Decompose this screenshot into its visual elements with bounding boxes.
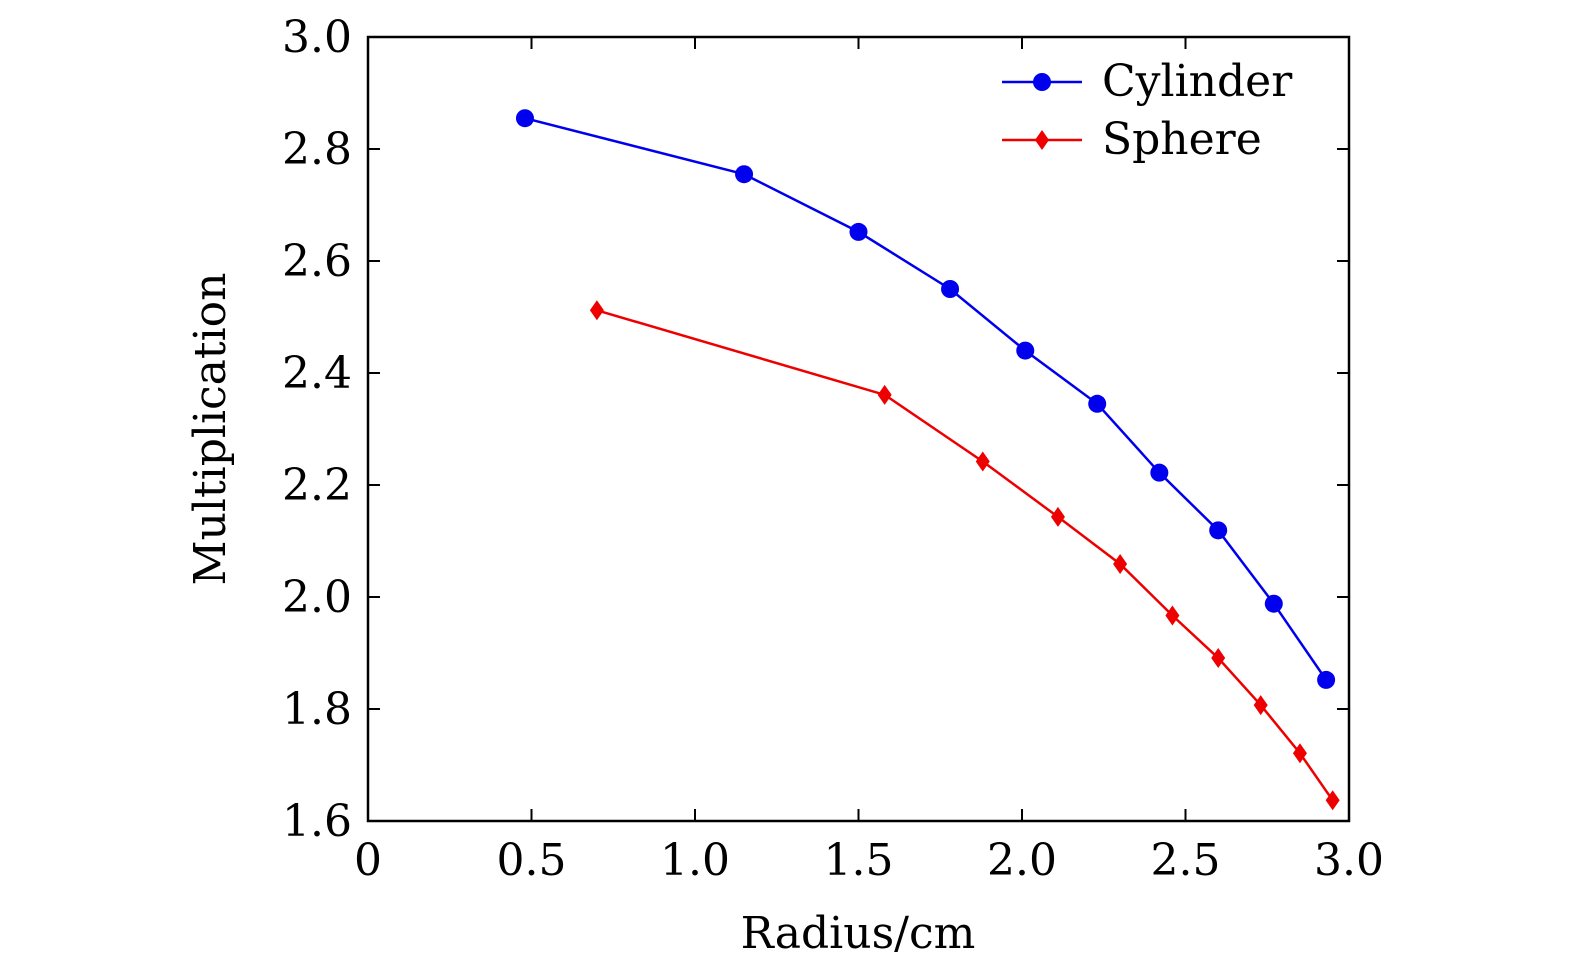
data-point-sphere	[589, 300, 604, 321]
data-point-cylinder	[1016, 341, 1035, 360]
x-tick-label: 3.0	[1314, 835, 1384, 886]
y-tick-label: 2.4	[282, 348, 352, 399]
x-tick-label: 1.0	[660, 835, 730, 886]
data-point-cylinder	[849, 222, 868, 241]
data-point-sphere	[1253, 695, 1268, 716]
y-tick-label: 2.8	[282, 124, 352, 175]
data-point-cylinder	[1088, 394, 1107, 413]
data-point-sphere	[975, 451, 990, 472]
data-point-cylinder	[735, 165, 754, 184]
y-tick-label: 1.6	[282, 796, 352, 847]
y-tick-label: 1.8	[282, 684, 352, 735]
data-point-cylinder	[515, 109, 534, 128]
y-tick-label: 2.0	[282, 572, 352, 623]
data-point-sphere	[1165, 605, 1180, 626]
legend: Cylinder Sphere	[1002, 56, 1293, 165]
series-layer	[515, 109, 1340, 811]
data-point-sphere	[1050, 506, 1065, 527]
x-axis-title: Radius/cm	[741, 908, 976, 959]
series-line-cylinder	[524, 116, 1328, 681]
data-point-cylinder	[941, 280, 960, 298]
legend-label-cylinder: Cylinder	[1102, 56, 1293, 107]
y-tick-label: 2.6	[282, 236, 352, 287]
x-tick-label: 0.5	[497, 835, 567, 886]
y-tick-label: 3.0	[282, 12, 352, 63]
x-tick-label: 2.5	[1151, 835, 1221, 886]
data-point-cylinder	[1317, 670, 1336, 689]
data-point-sphere	[1113, 553, 1128, 574]
tick-labels: 0 0.5 1.0 1.5 2.0 2.5 3.0 1.6 1.8 2.0 2.2 2.4 2.6 2.8…	[282, 12, 1384, 886]
series-line-sphere	[596, 309, 1334, 801]
y-axis-title: Multiplication	[185, 273, 236, 586]
legend-marker-cylinder	[1033, 73, 1051, 91]
legend-label-sphere: Sphere	[1102, 114, 1262, 165]
data-point-cylinder	[1150, 463, 1169, 482]
x-tick-label: 1.5	[824, 835, 894, 886]
data-point-sphere	[1292, 743, 1307, 764]
x-tick-label: 2.0	[987, 835, 1057, 886]
x-tick-label: 0	[354, 835, 382, 886]
ticks	[367, 36, 1350, 822]
data-point-cylinder	[1264, 594, 1283, 613]
data-point-sphere	[877, 384, 892, 405]
data-point-cylinder	[1209, 521, 1228, 540]
data-point-sphere	[1325, 790, 1340, 811]
y-tick-label: 2.2	[282, 460, 352, 511]
legend-marker-sphere	[1035, 130, 1049, 150]
data-point-sphere	[1211, 648, 1226, 669]
